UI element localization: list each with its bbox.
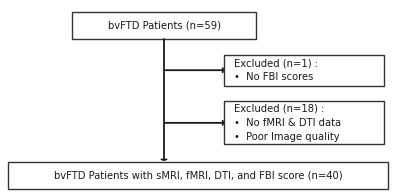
FancyBboxPatch shape	[224, 55, 384, 86]
FancyBboxPatch shape	[72, 12, 256, 39]
Text: Excluded (n=1) :
•  No FBI scores: Excluded (n=1) : • No FBI scores	[234, 58, 318, 82]
FancyBboxPatch shape	[224, 101, 384, 144]
Text: bvFTD Patients (n=59): bvFTD Patients (n=59)	[108, 20, 220, 30]
Text: Excluded (n=18) :
•  No fMRI & DTI data
•  Poor Image quality: Excluded (n=18) : • No fMRI & DTI data •…	[234, 104, 341, 142]
FancyBboxPatch shape	[8, 162, 388, 189]
Text: bvFTD Patients with sMRI, fMRI, DTI, and FBI score (n=40): bvFTD Patients with sMRI, fMRI, DTI, and…	[54, 170, 342, 181]
